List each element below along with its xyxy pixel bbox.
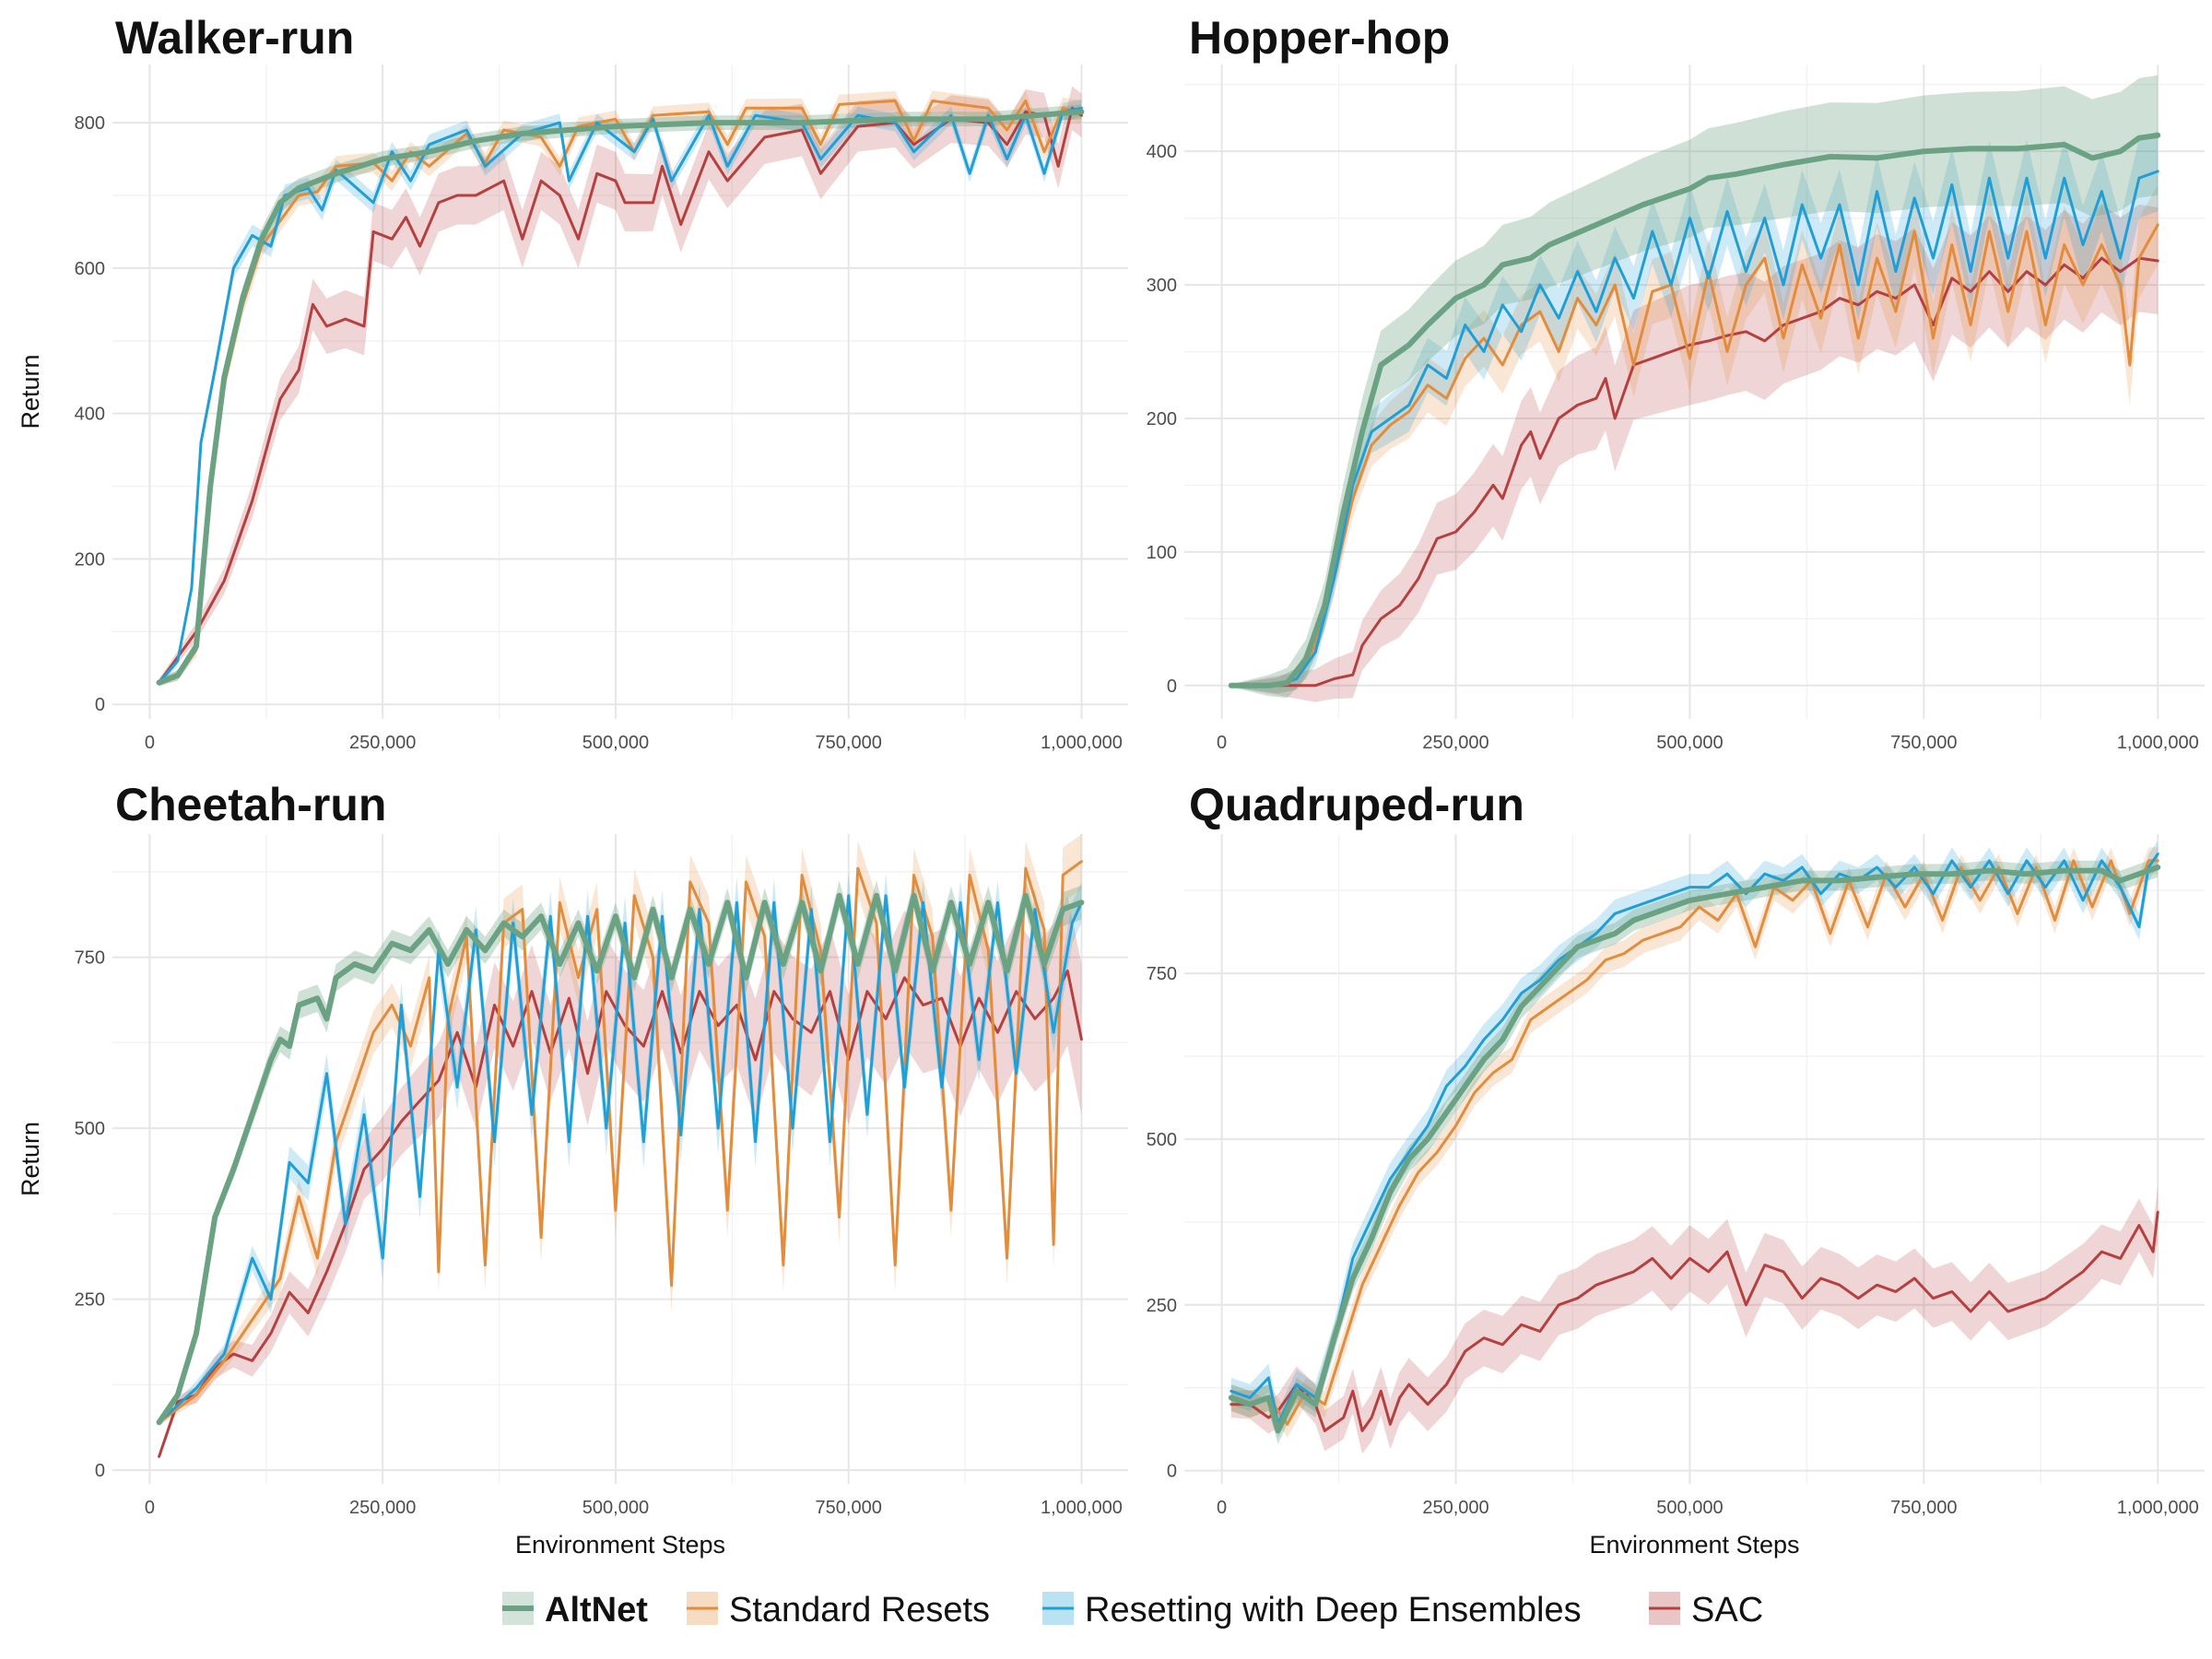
y-tick-label: 750 [1147, 964, 1177, 984]
series-line-resetting-with-deep-ensembles [1230, 853, 2159, 1426]
legend-label-altnet: AltNet [545, 1591, 648, 1630]
panel-walker-run: 0 250,000 500,000 750,000 1,000,000 0 200 400 60… [17, 12, 1128, 753]
y-tick-label: 300 [1147, 276, 1177, 296]
panel-title: Cheetah-run [115, 779, 386, 830]
y-axis-title: Return [17, 354, 44, 429]
band-sac [159, 86, 1082, 687]
x-tick-label: 1,000,000 [1041, 733, 1123, 753]
x-tick-label: 250,000 [349, 1498, 416, 1518]
x-tick-label: 500,000 [1656, 1498, 1723, 1518]
x-tick-label: 1,000,000 [2117, 1498, 2199, 1518]
legend-label-standard-resets: Standard Resets [729, 1591, 990, 1630]
x-axis-title: Environment Steps [1589, 1531, 1799, 1559]
series-line-altnet [1228, 865, 2161, 1434]
y-tick-label: 0 [95, 695, 105, 715]
y-tick-label: 400 [1147, 142, 1177, 162]
y-tick-label: 500 [75, 1119, 105, 1139]
x-tick-label: 0 [1217, 1498, 1227, 1518]
y-tick-label: 200 [1147, 409, 1177, 429]
band-altnet [1230, 857, 2159, 1444]
band-sac [159, 896, 1082, 1460]
series-line-standard-resets [158, 860, 1083, 1424]
x-tick-label: 500,000 [1656, 733, 1723, 753]
x-tick-label: 1,000,000 [1041, 1498, 1123, 1518]
y-tick-label: 250 [75, 1290, 105, 1311]
x-tick-label: 750,000 [816, 733, 882, 753]
y-tick-label: 800 [75, 113, 105, 134]
series-line-resetting-with-deep-ensembles [158, 894, 1083, 1424]
panel-quadruped-run: 0 250,000 500,000 750,000 1,000,000 0 250 500 75… [1147, 779, 2205, 1559]
x-axis-title: Environment Steps [515, 1531, 725, 1559]
series-line-standard-resets [1230, 859, 2159, 1426]
legend: AltNet Standard Resets Resetting with Deep… [502, 1591, 1763, 1630]
x-tick-label: 750,000 [1890, 1498, 1957, 1518]
band-altnet [1230, 75, 2159, 699]
band-resetting-with-deep-ensembles [1230, 131, 2159, 694]
panel-title: Quadruped-run [1189, 779, 1524, 830]
x-tick-label: 0 [145, 1498, 155, 1518]
band-standard-resets [1230, 847, 2159, 1438]
panel-hopper-hop: 0 250,000 500,000 750,000 1,000,000 0 100 200 30… [1147, 12, 2205, 753]
x-tick-label: 750,000 [816, 1498, 882, 1518]
legend-label-sac: SAC [1691, 1591, 1763, 1630]
panel-title: Walker-run [115, 12, 354, 64]
panel-title: Hopper-hop [1189, 12, 1450, 64]
x-tick-label: 250,000 [1422, 1498, 1488, 1518]
x-tick-label: 750,000 [1890, 733, 1957, 753]
y-tick-label: 0 [1167, 677, 1177, 697]
x-tick-label: 0 [1217, 733, 1227, 753]
y-tick-label: 100 [1147, 543, 1177, 563]
series-line-resetting-with-deep-ensembles [158, 106, 1083, 685]
panel-cheetah-run: 0 250,000 500,000 750,000 1,000,000 0 250 500 75… [17, 779, 1128, 1559]
y-tick-label: 400 [75, 405, 105, 425]
x-tick-label: 1,000,000 [2117, 733, 2199, 753]
series-line-sac [1230, 256, 2159, 688]
series-line-altnet [156, 109, 1085, 686]
y-tick-label: 200 [75, 549, 105, 570]
series-line-altnet [1228, 132, 2161, 688]
x-tick-label: 250,000 [1422, 733, 1488, 753]
series-line-standard-resets [1230, 223, 2159, 688]
x-tick-label: 500,000 [582, 1498, 649, 1518]
y-axis-title: Return [17, 1122, 44, 1196]
x-tick-label: 500,000 [582, 733, 649, 753]
series-line-standard-resets [158, 99, 1083, 685]
band-sac [1230, 204, 2159, 702]
y-tick-label: 750 [75, 948, 105, 969]
y-tick-label: 250 [1147, 1296, 1177, 1316]
y-tick-label: 600 [75, 259, 105, 279]
series-line-resetting-with-deep-ensembles [1230, 170, 2159, 688]
y-tick-label: 0 [1167, 1462, 1177, 1482]
x-tick-label: 250,000 [349, 733, 416, 753]
series-line-altnet [156, 892, 1085, 1426]
series-line-sac [1230, 1210, 2159, 1432]
y-tick-label: 500 [1147, 1130, 1177, 1150]
legend-label-resetting-with-deep-ensembles: Resetting with Deep Ensembles [1085, 1591, 1582, 1630]
x-tick-label: 0 [145, 733, 155, 753]
y-tick-label: 0 [95, 1461, 105, 1481]
